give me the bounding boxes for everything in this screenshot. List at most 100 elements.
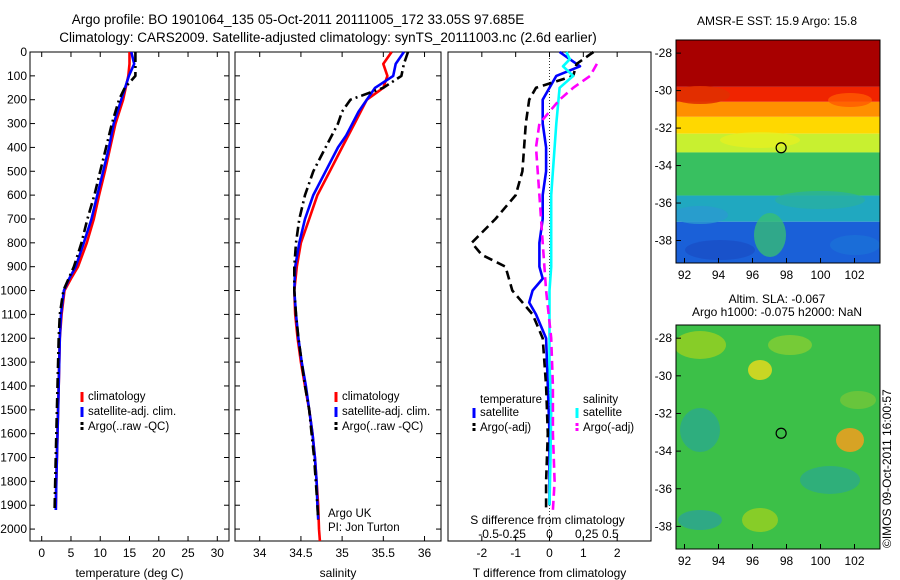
anomaly-patch (836, 428, 864, 452)
y-tick-label: -34 (655, 159, 673, 173)
anomaly-patch (828, 93, 872, 107)
y-tick-label: 500 (7, 164, 27, 178)
series-line-2 (548, 51, 575, 506)
x-tick-label: 96 (746, 554, 760, 568)
x-tick-label: 34 (253, 546, 267, 560)
s-axis-tick-label: -0.25 (499, 527, 527, 541)
x-tick-label: -1 (510, 546, 521, 560)
map-frame (675, 39, 881, 264)
map-frame (675, 324, 881, 550)
y-tick-label: -30 (655, 369, 673, 383)
y-tick-label: 100 (7, 69, 27, 83)
x-tick-label: 30 (211, 546, 225, 560)
argo-location-marker (775, 427, 787, 439)
legend-label: Argo(..raw -QC) (342, 421, 423, 433)
sst-band (676, 40, 880, 87)
legend-label: satellite-adj. clim. (88, 406, 176, 418)
plot-frame (29, 51, 230, 542)
y-tick-label: -36 (655, 482, 673, 496)
x-tick-label: 35 (335, 546, 349, 560)
y-tick-label: 1100 (1, 307, 27, 321)
anomaly-patch (742, 508, 778, 532)
series-line-2 (293, 51, 410, 520)
s-axis-label: S difference from climatology (470, 513, 625, 527)
sla-map-panel: 92 94 96 98 100 102 -28 -30 -32 -34 -36 -38 Altim. S… (655, 292, 881, 568)
anomaly-patch (676, 206, 728, 224)
anomaly-patch (800, 466, 860, 494)
y-tick-label: 800 (7, 236, 27, 250)
legend-label: Argo(-adj) (480, 422, 531, 434)
legend-label: satellite-adj. clim. (342, 406, 430, 418)
x-tick-label: 25 (181, 546, 195, 560)
y-tick-label: 400 (7, 140, 27, 154)
anomaly-patch (720, 132, 800, 148)
y-tick-label: 1500 (0, 403, 27, 417)
anomaly-patch (676, 331, 726, 359)
x-tick-label: 5 (68, 546, 75, 560)
sst-band (676, 116, 880, 134)
anomaly-patch (678, 510, 722, 530)
y-tick-label: -28 (655, 46, 673, 60)
x-tick-label: 10 (94, 546, 108, 560)
anomaly-patch (768, 335, 812, 355)
series-line-2 (53, 52, 137, 511)
attribution-text: Argo UK (328, 508, 372, 520)
argo-location-marker (775, 142, 787, 154)
y-tick-label: 1200 (0, 331, 27, 345)
legend-label: Argo(..raw -QC) (88, 421, 169, 433)
x-tick-label: 2 (614, 546, 621, 560)
x-tick-label: 100 (810, 268, 830, 282)
x-tick-label: 92 (678, 268, 692, 282)
y-tick-label: 1600 (0, 427, 27, 441)
anomaly-patch (775, 191, 865, 209)
sst-band (676, 101, 880, 117)
x-tick-label: 20 (152, 546, 166, 560)
imos-stamp: ©IMOS 09-Oct-2011 16:00:57 (880, 389, 894, 548)
attribution-text: PI: Jon Turton (328, 522, 400, 534)
y-tick-label: 1000 (0, 284, 27, 298)
legend-label: satellite (583, 407, 622, 419)
x-tick-label: 98 (780, 554, 794, 568)
y-tick-label: 700 (7, 212, 27, 226)
y-tick-label: -28 (655, 331, 673, 345)
x-axis-label: T difference from climatology (473, 566, 627, 580)
y-tick-label: 600 (7, 188, 27, 202)
anomaly-patch (754, 213, 786, 257)
series-line-0 (527, 50, 582, 506)
salinity-profile-panel: 34 34.5 35 35.5 36 salinity climatology satelli… (234, 51, 442, 580)
legend-label: climatology (342, 391, 400, 403)
y-tick-label: -36 (655, 196, 673, 210)
y-tick-label: 200 (7, 93, 27, 107)
s-axis-tick-label: -0.5 (478, 527, 499, 541)
s-axis-tick-label: 0.25 (575, 527, 599, 541)
anomaly-patch (748, 360, 772, 380)
series-line-1 (470, 50, 595, 510)
x-tick-label: 100 (810, 554, 830, 568)
x-tick-label: 102 (844, 268, 864, 282)
y-tick-label: 1900 (0, 498, 27, 512)
map-subtitle: Argo h1000: -0.075 h2000: NaN (692, 305, 862, 319)
x-axis-label: salinity (320, 566, 357, 580)
x-tick-label: -2 (476, 546, 487, 560)
legend-title: salinity (583, 394, 618, 406)
legend-title: temperature (480, 394, 542, 406)
legend-label: Argo(-adj) (583, 422, 634, 434)
x-tick-label: 92 (678, 554, 692, 568)
y-tick-label: 1400 (0, 379, 27, 393)
figure-title-line2: Climatology: CARS2009. Satellite-adjuste… (59, 30, 597, 45)
y-tick-label: -32 (655, 406, 673, 420)
y-tick-label: 300 (7, 117, 27, 131)
y-tick-label: -30 (655, 84, 673, 98)
x-tick-label: 35.5 (372, 546, 396, 560)
y-tick-label: -38 (655, 519, 673, 533)
y-tick-label: -38 (655, 234, 673, 248)
x-tick-label: 96 (746, 268, 760, 282)
x-tick-label: 34.5 (289, 546, 313, 560)
difference-profile-panel: -2 -1 0 1 2 T difference from climatology -0.5… (447, 50, 652, 580)
sst-band (676, 152, 880, 196)
x-tick-label: 94 (712, 268, 726, 282)
figure-title-line1: Argo profile: BO 1901064_135 05-Oct-2011… (72, 12, 525, 27)
x-axis-label: temperature (deg C) (75, 566, 183, 580)
legend-label: satellite (480, 407, 519, 419)
